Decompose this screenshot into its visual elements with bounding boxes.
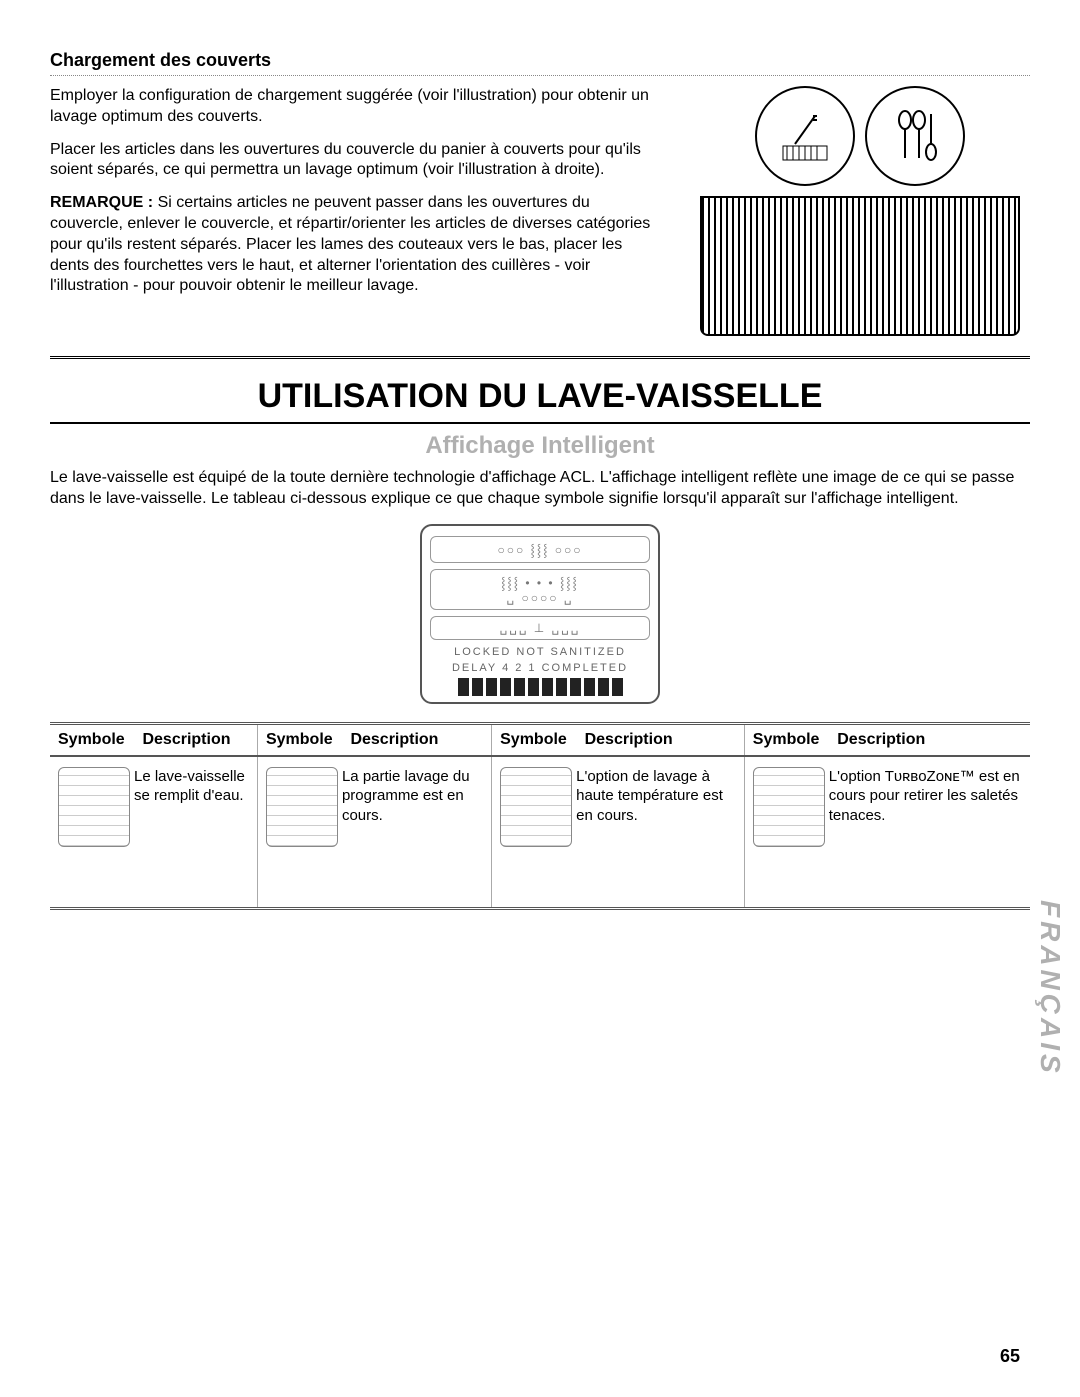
symbols-table: Symbole Description Symbole Description … — [50, 722, 1030, 910]
th-symbole-4: Symbole Description — [744, 723, 1030, 756]
remarque-label: REMARQUE : — [50, 194, 158, 211]
cell-4: L'option TᴜʀʙᴏZᴏɴᴇ™ est en cours pour re… — [744, 756, 1030, 909]
top-section: Employer la configuration de chargement … — [50, 86, 1030, 336]
th-symbole-1: Symbole Description — [50, 723, 257, 756]
sub-title: Affichage Intelligent — [50, 432, 1030, 460]
fork-circle-icon — [755, 86, 855, 186]
silverware-basket-icon — [700, 196, 1020, 336]
paragraph-1: Employer la configuration de chargement … — [50, 86, 660, 128]
spoons-circle-icon — [865, 86, 965, 186]
panel-row-3: ␣␣␣ ⊥ ␣␣␣ — [430, 616, 650, 640]
table-row: Le lave-vaisselle se remplit d'eau. La p… — [50, 756, 1030, 909]
paragraph-2: Placer les articles dans les ouvertures … — [50, 140, 660, 182]
panel-row-1: ○○○ ⸾⸾⸾ ○○○ — [430, 536, 650, 563]
symbol-fill-water-icon — [58, 767, 130, 847]
progress-bar-icon — [430, 678, 650, 696]
illustration-circles — [690, 86, 1030, 186]
cell-2: La partie lavage du programme est en cou… — [257, 756, 491, 909]
divider — [50, 356, 1030, 359]
table-header-row: Symbole Description Symbole Description … — [50, 723, 1030, 756]
lcd-display-illustration: ○○○ ⸾⸾⸾ ○○○ ⸾⸾⸾ • • • ⸾⸾⸾ ␣ ○○○○ ␣ ␣␣␣ ⊥… — [420, 524, 660, 704]
main-title: UTILISATION DU LAVE-VAISSELLE — [50, 377, 1030, 424]
remarque-paragraph: REMARQUE : Si certains articles ne peuve… — [50, 193, 660, 297]
panel-status-line-1: LOCKED NOT SANITIZED — [430, 646, 650, 658]
symbol-wash-cycle-icon — [266, 767, 338, 847]
panel-row-2: ⸾⸾⸾ • • • ⸾⸾⸾ ␣ ○○○○ ␣ — [430, 569, 650, 610]
section-header: Chargement des couverts — [50, 50, 1030, 76]
illustration-block — [690, 86, 1030, 336]
instruction-text-block: Employer la configuration de chargement … — [50, 86, 660, 336]
intro-text: Le lave-vaisselle est équipé de la toute… — [50, 468, 1030, 510]
th-symbole-3: Symbole Description — [492, 723, 745, 756]
cell-3: L'option de lavage à haute température e… — [492, 756, 745, 909]
language-tab: FRANÇAIS — [1034, 900, 1066, 1077]
symbol-high-temp-icon — [500, 767, 572, 847]
symbol-turbozone-icon — [753, 767, 825, 847]
display-panel-wrap: ○○○ ⸾⸾⸾ ○○○ ⸾⸾⸾ • • • ⸾⸾⸾ ␣ ○○○○ ␣ ␣␣␣ ⊥… — [50, 524, 1030, 704]
th-symbole-2: Symbole Description — [257, 723, 491, 756]
cell-1: Le lave-vaisselle se remplit d'eau. — [50, 756, 257, 909]
panel-status-line-2: DELAY 4 2 1 COMPLETED — [430, 662, 650, 674]
page-number: 65 — [1000, 1346, 1020, 1367]
